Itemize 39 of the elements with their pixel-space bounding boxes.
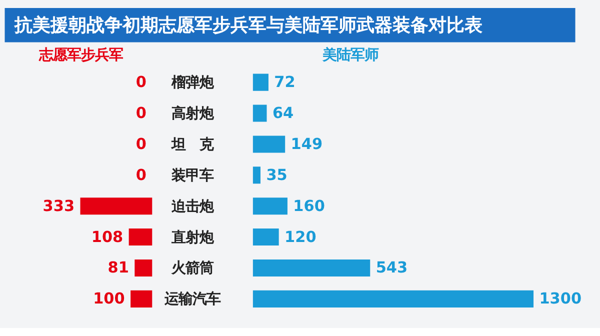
y-tick-label: 坦 克	[170, 136, 215, 153]
data-label: 35	[266, 166, 288, 184]
bar	[130, 290, 152, 308]
data-label: 160	[293, 196, 325, 215]
bar	[252, 198, 288, 215]
bar	[128, 228, 152, 246]
y-tick-label: 高射炮	[172, 105, 215, 122]
data-label: 543	[376, 258, 408, 277]
y-tick-label: 迫击炮	[170, 198, 215, 215]
y-tick-label: 火箭筒	[172, 260, 214, 277]
y-tick-label: 装甲车	[170, 166, 214, 184]
data-label: 0	[136, 134, 146, 153]
data-label: 1300	[539, 290, 582, 308]
y-tick-label: 榴弹炮	[170, 74, 215, 92]
bar	[134, 259, 152, 277]
data-label: 120	[284, 228, 316, 246]
bar	[252, 136, 286, 153]
data-label: 81	[108, 258, 129, 277]
data-label: 149	[290, 134, 323, 153]
bar	[252, 259, 370, 277]
text: 志愿军步兵军	[38, 46, 123, 64]
data-label: 0	[136, 104, 146, 122]
bar	[252, 104, 267, 122]
data-label: 0	[136, 166, 146, 184]
bar	[80, 198, 152, 215]
text: 美陆军师	[321, 46, 378, 64]
data-label: 72	[274, 73, 296, 92]
bar	[252, 290, 534, 308]
bar	[252, 166, 260, 184]
data-label: 0	[136, 73, 146, 92]
bar	[252, 228, 279, 246]
bar	[252, 74, 268, 91]
text: 抗美援朝战争初期志愿军步兵军与美陆军师武器装备对比表	[13, 14, 482, 36]
data-label: 333	[42, 196, 75, 215]
y-tick-label: 直射炮	[170, 230, 215, 246]
y-tick-label: 运输汽车	[164, 290, 221, 308]
data-label: 108	[91, 228, 124, 246]
data-label: 100	[93, 290, 125, 308]
data-label: 64	[272, 104, 294, 122]
